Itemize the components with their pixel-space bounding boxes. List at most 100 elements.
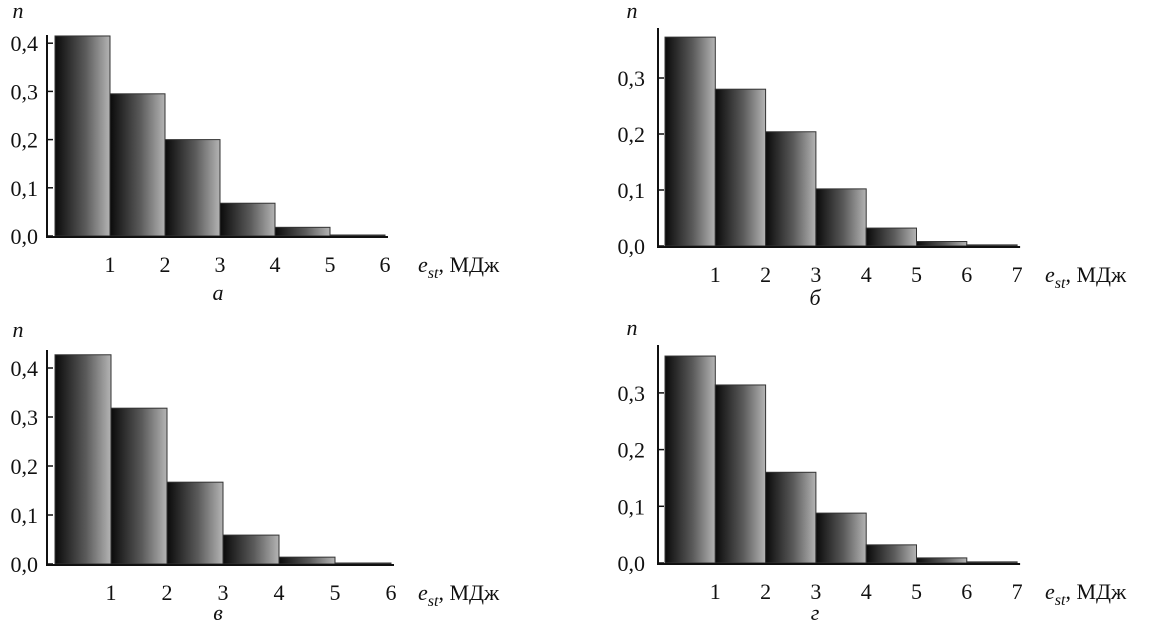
y-tick-label: 0,2 — [11, 128, 39, 153]
x-tick-label: 1 — [710, 262, 721, 287]
histogram-panel-4: 0,0 0,1 0,2 0,3 1 2 3 4 5 6 7 n est, МДж г — [618, 315, 1128, 625]
y-tick-label: 0,0 — [618, 551, 646, 576]
y-tick-label: 0,3 — [11, 79, 39, 104]
x-tick-label: 3 — [215, 252, 226, 277]
x-axis-label-unit: , МДж — [438, 580, 500, 605]
x-axis-label-symbol: e — [418, 252, 428, 277]
x-axis-label-symbol: e — [1045, 262, 1055, 287]
x-axis-label-unit: , МДж — [1065, 579, 1127, 604]
y-tick-label: 0,2 — [11, 454, 39, 479]
y-axis-label: n — [13, 317, 24, 342]
x-axis-label-subscript: st — [1055, 592, 1066, 609]
panel-caption: в — [213, 600, 223, 625]
bar — [110, 407, 168, 565]
x-tick-label: 2 — [162, 580, 173, 605]
x-tick-label: 7 — [1012, 579, 1023, 604]
y-tick-label: 0,4 — [11, 31, 39, 56]
x-tick-label: 5 — [330, 580, 341, 605]
x-tick-label: 3 — [218, 580, 229, 605]
histogram-panel-3: 0,0 0,1 0,2 0,3 0,4 1 2 3 4 5 6 n est, МДж в — [11, 317, 501, 625]
bar — [219, 202, 276, 237]
y-tick-label: 0,1 — [618, 178, 646, 203]
y-axis-label: n — [627, 0, 638, 23]
y-tick-label: 0,0 — [11, 552, 39, 577]
bar — [865, 227, 918, 247]
x-tick-label: 4 — [861, 579, 872, 604]
x-axis-label-subscript: st — [1055, 275, 1066, 292]
panel-caption: б — [809, 285, 821, 310]
y-tick-label: 0,4 — [11, 356, 39, 381]
y-tick-label: 0,3 — [11, 405, 39, 430]
x-tick-label: 7 — [1012, 262, 1023, 287]
x-tick-label: 5 — [911, 262, 922, 287]
y-tick-label: 0,1 — [618, 494, 646, 519]
x-tick-label: 1 — [106, 580, 117, 605]
panel-caption: г — [811, 600, 820, 625]
x-tick-label: 2 — [160, 252, 171, 277]
histogram-panel-1: 0,0 0,1 0,2 0,3 0,4 1 2 3 4 5 6 n est, МДж а — [11, 0, 501, 305]
bar — [278, 556, 336, 565]
x-tick-label: 1 — [105, 252, 116, 277]
x-axis-label: est, МДж — [1045, 262, 1127, 292]
bar — [714, 384, 767, 564]
x-tick-label: 3 — [810, 262, 821, 287]
bar — [329, 234, 386, 237]
bar — [765, 131, 817, 247]
x-axis-label-subscript: st — [428, 265, 439, 282]
x-tick-label: 6 — [961, 579, 972, 604]
bar — [865, 544, 918, 564]
bar — [916, 557, 968, 564]
y-tick-label: 0,2 — [618, 438, 646, 463]
bar — [815, 188, 867, 247]
y-tick-label: 0,1 — [11, 176, 39, 201]
y-tick-label: 0,1 — [11, 503, 39, 528]
bar — [166, 481, 224, 565]
y-tick-label: 0,3 — [618, 66, 646, 91]
y-tick-label: 0,0 — [11, 224, 39, 249]
bar — [664, 355, 716, 564]
y-tick-label: 0,0 — [618, 234, 646, 259]
bar — [966, 244, 1018, 247]
panel-caption: а — [213, 280, 224, 305]
x-tick-label: 4 — [274, 580, 285, 605]
y-axis-label: n — [627, 315, 638, 340]
x-axis-label-unit: , МДж — [1065, 262, 1127, 287]
x-axis-label-unit: , МДж — [438, 252, 500, 277]
x-axis-label: est, МДж — [418, 580, 500, 610]
x-tick-label: 6 — [386, 580, 397, 605]
bar — [222, 534, 280, 565]
histogram-panel-2: 0,0 0,1 0,2 0,3 1 2 3 4 5 6 7 n est, МДж б — [618, 0, 1128, 310]
bar — [164, 139, 221, 237]
x-axis-label-symbol: e — [418, 580, 428, 605]
y-axis-label: n — [13, 0, 24, 23]
bar — [334, 562, 392, 565]
x-tick-label: 4 — [270, 252, 281, 277]
x-tick-label: 2 — [760, 579, 771, 604]
bar — [815, 512, 867, 564]
bar — [54, 35, 111, 237]
bar — [109, 93, 166, 237]
x-axis-label: est, МДж — [418, 252, 500, 282]
x-axis-label: est, МДж — [1045, 579, 1127, 609]
x-tick-label: 2 — [760, 262, 771, 287]
bar — [664, 36, 716, 247]
x-tick-label: 6 — [380, 252, 391, 277]
bar — [714, 88, 767, 247]
bar — [765, 471, 817, 564]
bar — [966, 561, 1018, 564]
bar — [916, 241, 968, 247]
x-axis-label-symbol: e — [1045, 579, 1055, 604]
x-axis-label-subscript: st — [428, 593, 439, 610]
y-tick-label: 0,2 — [618, 122, 646, 147]
x-tick-label: 6 — [961, 262, 972, 287]
x-tick-label: 3 — [810, 579, 821, 604]
x-tick-label: 1 — [710, 579, 721, 604]
x-tick-label: 5 — [911, 579, 922, 604]
y-tick-label: 0,3 — [618, 381, 646, 406]
x-tick-label: 5 — [325, 252, 336, 277]
bar — [274, 226, 331, 237]
x-tick-label: 4 — [861, 262, 872, 287]
bar — [54, 354, 112, 565]
